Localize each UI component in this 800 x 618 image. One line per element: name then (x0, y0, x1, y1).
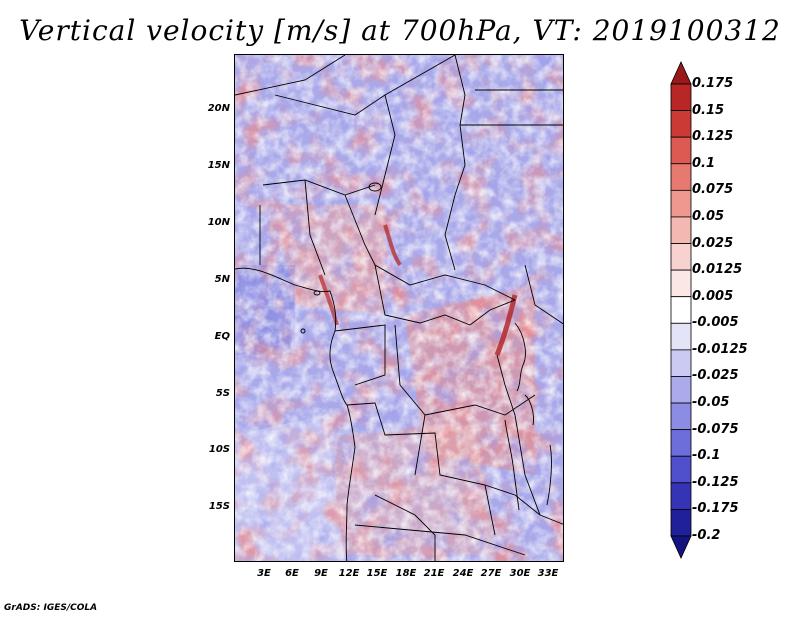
grads-credit: GrADS: IGES/COLA (4, 603, 98, 613)
colorbar-box (670, 429, 692, 457)
lon-label-6e: 6E (285, 568, 299, 579)
colorbar-box (670, 163, 692, 191)
lon-label-12e: 12E (338, 568, 360, 579)
map-title: Vertical velocity [m/s] at 700hPa, VT: 2… (19, 14, 781, 47)
colorbar-label: 0.005 (692, 288, 734, 304)
colorbar-label: 0.075 (692, 182, 734, 198)
colorbar-label: 0.05 (692, 208, 725, 224)
colorbar-label: 0.15 (692, 102, 725, 118)
colorbar-label: 0.1 (692, 155, 716, 171)
colorbar-label: -0.005 (692, 315, 739, 331)
colorbar-box (670, 189, 692, 218)
lon-label-15e: 15E (366, 568, 388, 579)
colorbar-label: -0.025 (692, 368, 739, 384)
colorbar-box (670, 83, 692, 111)
lat-label-20n: 20N (207, 103, 230, 114)
colorbar-box (670, 376, 692, 404)
colorbar-bottom-arrow (670, 535, 692, 559)
lat-label-5n: 5N (214, 274, 230, 285)
lon-label-30e: 30E (509, 568, 531, 579)
colorbar-box (670, 216, 692, 244)
colorbar-box (670, 243, 692, 271)
lon-label-33e: 33E (537, 568, 559, 579)
lon-label-24e: 24E (452, 568, 474, 579)
colorbar-label: 0.175 (692, 76, 734, 91)
vertical-velocity-map (234, 54, 564, 562)
ascent-streak-north (383, 224, 402, 267)
colorbar-label: -0.0125 (692, 341, 748, 357)
country-borders (235, 55, 563, 561)
colorbar-label: -0.05 (692, 395, 730, 411)
lat-label-5s: 5S (215, 388, 230, 399)
colorbar-box (670, 136, 692, 165)
lat-label-eq: EQ (214, 331, 230, 342)
colorbar-box (670, 349, 692, 377)
colorbar-box (670, 322, 692, 351)
colorbar-label: 0.025 (692, 235, 734, 251)
colorbar-box (670, 455, 692, 484)
lon-label-9e: 9E (314, 568, 328, 579)
colorbar-label: 0.0125 (692, 262, 743, 278)
field-speckle (235, 55, 563, 561)
colorbar-label: -0.1 (692, 448, 721, 464)
colorbar (670, 61, 692, 559)
map-svg (235, 55, 563, 561)
lon-label-21e: 21E (423, 568, 445, 579)
colorbar-box (670, 110, 692, 138)
colorbar-label: 0.125 (692, 129, 734, 145)
lon-label-27e: 27E (480, 568, 502, 579)
colorbar-label: -0.075 (692, 421, 739, 437)
colorbar-box (670, 482, 692, 510)
colorbar-box (670, 402, 692, 431)
lat-label-10s: 10S (208, 444, 230, 455)
lon-label-3e: 3E (257, 568, 271, 579)
colorbar-label: -0.2 (692, 528, 721, 543)
lakes (300, 182, 552, 511)
colorbar-top-arrow (670, 61, 692, 85)
lat-label-15s: 15S (208, 501, 230, 512)
colorbar-label: -0.175 (692, 501, 739, 517)
colorbar-box (670, 509, 692, 537)
lat-label-15n: 15N (207, 160, 230, 171)
colorbar-box (670, 269, 692, 298)
lon-label-18e: 18E (395, 568, 417, 579)
lat-label-10n: 10N (207, 217, 230, 228)
colorbar-label: -0.125 (692, 474, 739, 490)
colorbar-box (670, 296, 692, 324)
